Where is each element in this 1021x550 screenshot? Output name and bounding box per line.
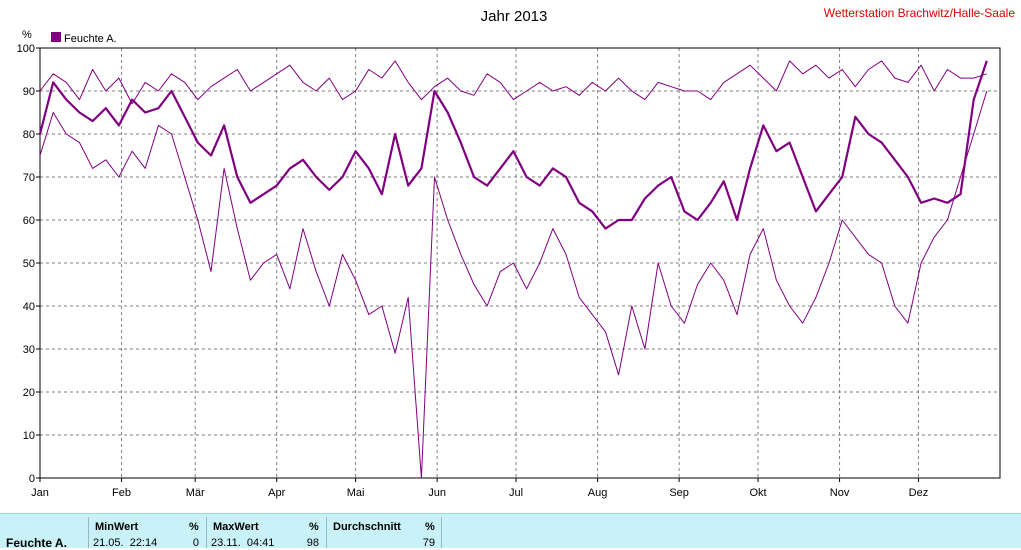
x-tick-label: Aug (588, 487, 608, 499)
x-tick-label: Sep (669, 487, 689, 499)
y-tick-label: 40 (23, 301, 35, 313)
y-tick-label: 70 (23, 172, 35, 184)
average-value: 79 (422, 537, 435, 549)
series-line-mean (38, 60, 988, 230)
statistics-bar: Feuchte A. MinWert % 21.05. 22:14 0 MaxW… (0, 513, 1021, 550)
min-header: MinWert (95, 521, 139, 533)
min-unit: % (189, 521, 199, 533)
legend-swatch (51, 32, 61, 42)
y-tick-label: 50 (23, 258, 35, 270)
x-axis: Jan Feb Mär Apr Mai Jun Jul Aug Sep Okt Nov Dez (31, 478, 928, 499)
x-tick-label: Mai (347, 487, 365, 499)
min-value: 0 (192, 537, 199, 549)
max-value-box: MaxWert % 23.11. 04:41 98 (206, 517, 325, 549)
min-value-box: MinWert % 21.05. 22:14 0 (88, 517, 205, 549)
max-value: 98 (306, 537, 319, 549)
average-unit: % (425, 521, 435, 533)
y-tick-label: 30 (23, 344, 35, 356)
y-tick-label: 10 (23, 430, 35, 442)
series-line-max (39, 60, 987, 105)
x-tick-label: Nov (830, 487, 850, 499)
y-tick-label: 0 (29, 473, 35, 485)
y-axis: 0 10 20 30 40 50 60 70 80 90 100 (17, 43, 40, 485)
grid-lines (40, 48, 1000, 478)
series-line-min (39, 90, 988, 479)
x-tick-label: Okt (749, 487, 766, 499)
x-tick-label: Dez (909, 487, 929, 499)
legend-label: Feuchte A. (64, 33, 117, 45)
x-tick-label: Mär (186, 487, 205, 499)
station-name: Wetterstation Brachwitz/Halle-Saale (824, 6, 1016, 20)
x-tick-label: Feb (112, 487, 131, 499)
x-tick-label: Apr (268, 487, 285, 499)
y-tick-label: 100 (17, 43, 35, 55)
x-tick-label: Jul (509, 487, 523, 499)
max-header: MaxWert (213, 521, 259, 533)
series-lines (38, 60, 988, 479)
humidity-chart: Jahr 2013 Wetterstation Brachwitz/Halle-… (17, 6, 1016, 499)
min-time: 21.05. 22:14 (93, 537, 158, 549)
x-tick-label: Jun (428, 487, 446, 499)
y-tick-label: 90 (23, 86, 35, 98)
statistics-label: Feuchte A. (6, 536, 67, 550)
y-tick-label: 60 (23, 215, 35, 227)
y-tick-label: 80 (23, 129, 35, 141)
average-header: Durchschnitt (333, 521, 401, 533)
chart-title: Jahr 2013 (481, 8, 548, 25)
y-unit-label: % (22, 29, 32, 41)
average-box: Durchschnitt % 79 (326, 517, 442, 549)
x-tick-label: Jan (31, 487, 49, 499)
max-time: 23.11. 04:41 (211, 537, 275, 549)
y-tick-label: 20 (23, 387, 35, 399)
max-unit: % (309, 521, 319, 533)
